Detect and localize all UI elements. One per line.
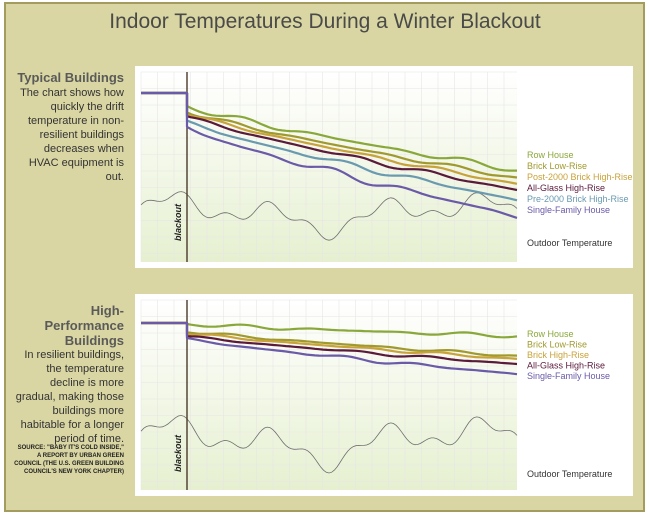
- series-line-single-family-house: [141, 91, 518, 219]
- legend-entry-single-family-house: Single-Family House: [527, 205, 610, 215]
- panel-2-heading: High-Performance Buildings: [44, 303, 124, 348]
- series-line-outdoor-temperature: [140, 415, 518, 474]
- series-line-brick-low-rise: [141, 91, 518, 179]
- series-line-pre-2000-brick-high-rise: [141, 91, 518, 202]
- page-title: Indoor Temperatures During a Winter Blac…: [109, 10, 541, 33]
- series-line-row-house: [141, 321, 518, 339]
- plot-area: [141, 300, 517, 490]
- legend-entry-outdoor-temperature: Outdoor Temperature: [527, 469, 612, 479]
- blackout-label: blackout: [173, 203, 183, 241]
- legend-entry-single-family-house: Single-Family House: [527, 371, 610, 381]
- grid: [140, 299, 517, 490]
- legend-entry-row-house: Row House: [527, 150, 574, 160]
- panel-2-description: In resilient buildings, the temperature …: [15, 349, 124, 445]
- legend-entry-all-glass-high-rise: All-Glass High-Rise: [527, 361, 605, 371]
- source-note: Source: "Baby It's Cold Inside," a repor…: [14, 445, 124, 475]
- series-line-all-glass-high-rise: [141, 91, 518, 192]
- legend-entry-pre-2000-brick-high-rise: Pre-2000 Brick High-Rise: [527, 194, 629, 204]
- legend-entry-row-house: Row House: [527, 329, 574, 339]
- legend-entry-all-glass-high-rise: All-Glass High-Rise: [527, 183, 605, 193]
- legend-entry-brick-low-rise: Brick Low-Rise: [527, 340, 587, 350]
- legend-entry-brick-high-rise: Brick High-Rise: [527, 350, 589, 360]
- series-line-single-family-house: [141, 321, 518, 376]
- series-line-brick-low-rise: [141, 321, 518, 357]
- blackout-label: blackout: [173, 434, 183, 472]
- series-line-brick-high-rise: [141, 321, 518, 360]
- panel-1-description: The chart shows how quickly the drift te…: [20, 87, 124, 183]
- series-line-post-2000-brick-high-rise: [141, 91, 518, 185]
- series-line-row-house: [141, 91, 517, 172]
- legend-entry-post-2000-brick-high-rise: Post-2000 Brick High-Rise: [527, 172, 633, 182]
- series-line-outdoor-temperature: [140, 191, 518, 241]
- panel-1-heading: Typical Buildings: [17, 70, 124, 85]
- legend-entry-brick-low-rise: Brick Low-Rise: [527, 161, 587, 171]
- series-line-all-glass-high-rise: [141, 321, 518, 366]
- legend-entry-outdoor-temperature: Outdoor Temperature: [527, 238, 612, 248]
